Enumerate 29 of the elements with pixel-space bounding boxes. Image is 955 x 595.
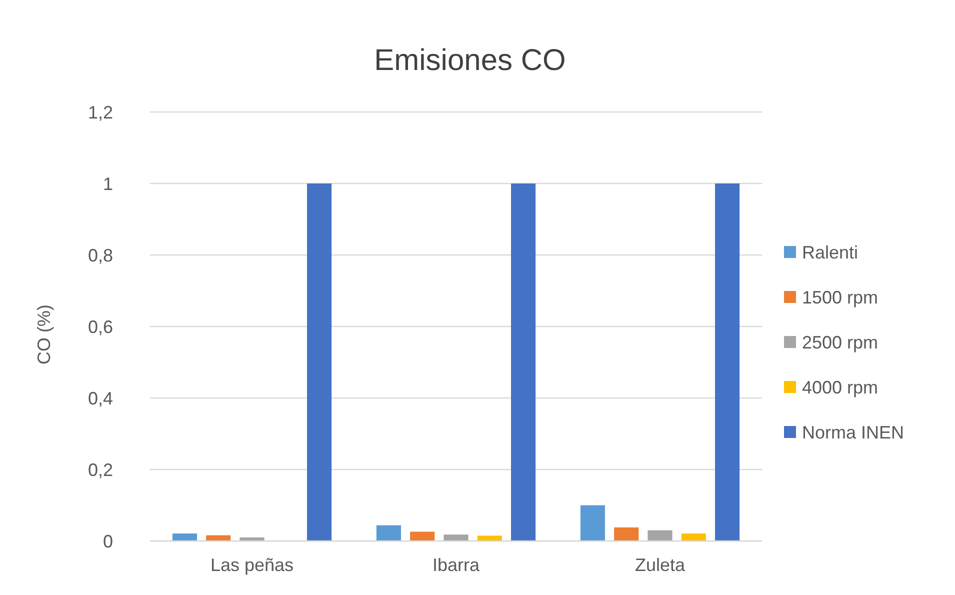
x-tick-label: Ibarra [432,555,480,575]
y-tick-label: 0,8 [88,245,113,266]
bar [410,532,435,541]
legend-label: 2500 rpm [802,332,878,352]
y-tick-label: 0 [102,531,113,552]
y-tick-label: 1,2 [88,102,113,122]
x-tick-label: Zuleta [634,555,686,575]
chart-title: Emisiones CO [374,44,566,77]
bar [715,184,740,541]
legend-label: 1500 rpm [802,287,878,308]
x-tick-label: Las peñas [210,555,294,575]
bar [614,527,639,541]
y-tick-label: 1 [102,174,113,194]
bar [580,505,605,541]
bar [681,533,706,541]
legend-label: Ralenti [802,242,858,262]
legend-label: 4000 rpm [802,377,878,398]
bar [376,525,401,541]
y-tick-label: 0,4 [88,388,113,408]
bar [444,534,468,541]
legend-label: Norma INEN [802,422,904,442]
bar [307,184,332,541]
bar [477,536,502,541]
bar [648,530,672,541]
bar [172,533,197,541]
y-axis-title: CO (%) [34,304,54,364]
y-tick-label: 0,6 [88,316,113,337]
y-tick-label: 0,2 [88,460,113,480]
bar [511,184,536,541]
